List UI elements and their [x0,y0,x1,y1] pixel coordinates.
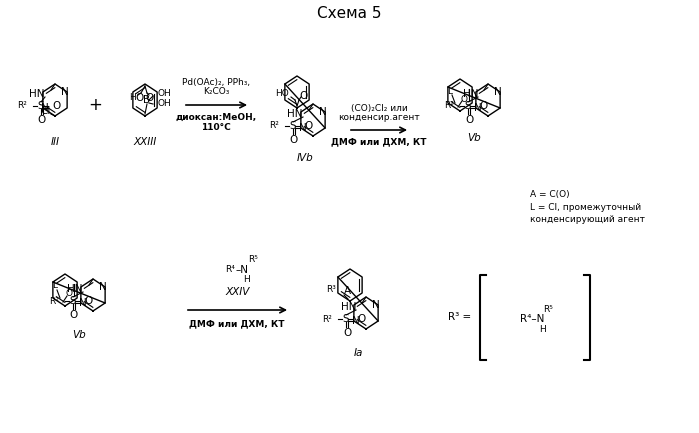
Text: HN: HN [340,302,356,312]
Text: H: H [129,94,136,103]
Text: H: H [539,324,545,333]
Text: N: N [352,316,360,326]
Text: N: N [62,87,69,97]
Text: –N: –N [235,265,248,275]
Text: O: O [304,121,312,131]
Text: O: O [66,290,73,298]
Text: S: S [343,314,350,324]
Text: XXIV: XXIV [226,287,250,297]
Text: L: L [52,281,57,291]
Text: O: O [357,314,366,324]
Text: R²: R² [17,101,27,110]
Text: R²: R² [49,297,59,306]
Text: N: N [79,298,87,308]
Text: +: + [88,96,102,114]
Text: ДМФ или ДХМ, КТ: ДМФ или ДХМ, КТ [331,138,427,146]
Text: O: O [70,310,78,320]
Text: L = Cl, промежуточный: L = Cl, промежуточный [530,203,641,211]
Text: (CO)₂Cl₂ или: (CO)₂Cl₂ или [351,103,408,113]
Text: Vb: Vb [467,133,481,143]
Text: O: O [84,296,92,306]
Text: R⁵: R⁵ [543,304,553,313]
Text: B: B [143,95,150,105]
Text: IVb: IVb [296,153,313,163]
Text: R²: R² [444,101,454,110]
Text: O: O [38,115,46,125]
Text: HN: HN [463,89,478,99]
Text: A = C(O): A = C(O) [530,191,570,200]
Text: R³: R³ [326,284,336,294]
Text: Схема 5: Схема 5 [317,6,381,22]
Text: HN: HN [68,284,83,294]
Text: HO: HO [275,90,289,98]
Text: S: S [70,296,76,306]
Text: K₂CO₃: K₂CO₃ [203,87,229,97]
Text: 110°C: 110°C [201,123,231,132]
Text: H: H [243,275,250,284]
Text: XXIII: XXIII [134,137,157,147]
Text: N: N [41,103,49,113]
Text: A: A [344,286,351,296]
Text: N: N [494,87,502,97]
Text: S: S [465,101,471,111]
Text: R⁵: R⁵ [248,255,258,265]
Text: Cl: Cl [41,106,51,116]
Text: N: N [474,103,482,113]
Text: S: S [38,101,44,111]
Text: R⁴: R⁴ [225,265,235,275]
Text: L: L [447,87,452,96]
Text: III: III [50,137,59,147]
Text: конденсир.агент: конденсир.агент [338,113,420,123]
Text: O: O [343,328,351,338]
Text: ДМФ или ДХМ, КТ: ДМФ или ДХМ, КТ [189,320,284,329]
Text: R⁴–N: R⁴–N [520,314,545,324]
Text: R³ =: R³ = [448,313,472,323]
Text: O: O [465,115,473,125]
Text: Pd(OAc)₂, PPh₃,: Pd(OAc)₂, PPh₃, [182,78,250,87]
Text: O: O [135,93,143,103]
Text: O: O [461,94,468,103]
Text: R²: R² [322,314,332,323]
Text: OH: OH [157,90,171,98]
Text: HN: HN [287,109,303,119]
Text: S: S [289,121,296,131]
Text: диоксан:MeOH,: диоксан:MeOH, [175,113,257,122]
Text: O: O [479,101,487,111]
Text: N: N [319,107,327,117]
Text: O: O [290,135,298,145]
Text: HN: HN [29,89,45,99]
Text: N: N [299,123,307,133]
Text: O: O [299,91,308,101]
Text: N: N [373,300,380,310]
Text: O: O [145,93,153,103]
Text: Vb: Vb [72,330,86,340]
Text: O: O [52,101,60,111]
Text: R²: R² [269,122,279,130]
Text: N: N [99,282,107,292]
Text: OH: OH [157,100,171,109]
Text: конденсирующий агент: конденсирующий агент [530,214,645,223]
Text: Ia: Ia [353,348,363,358]
